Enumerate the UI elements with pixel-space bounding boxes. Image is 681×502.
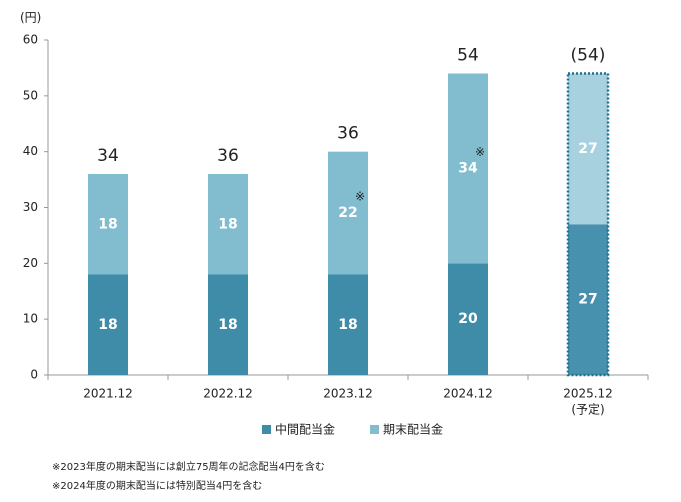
total-label: 54 bbox=[457, 46, 479, 66]
total-label: 36 bbox=[337, 124, 359, 144]
value-label: 18 bbox=[98, 317, 117, 333]
y-tick-label: 60 bbox=[23, 33, 38, 47]
y-tick-label: 30 bbox=[23, 200, 38, 214]
footnote: ※2023年度の期末配当には創立75周年の記念配当4円を含む bbox=[52, 460, 325, 473]
x-tick-label: 2025.12 bbox=[563, 387, 613, 401]
y-tick-label: 50 bbox=[23, 88, 38, 102]
value-mark: ※ bbox=[475, 145, 485, 159]
x-tick-label: 2021.12 bbox=[83, 387, 133, 401]
x-tick-sublabel: (予定) bbox=[571, 402, 604, 417]
bar-segment bbox=[208, 274, 248, 375]
bar-segment bbox=[328, 151, 368, 275]
bar-segment bbox=[568, 224, 608, 375]
legend-label: 中間配当金 bbox=[275, 422, 335, 437]
bar-segment bbox=[88, 274, 128, 375]
bar-segment bbox=[328, 274, 368, 375]
bar-segment bbox=[448, 73, 488, 264]
value-label: 18 bbox=[338, 317, 357, 333]
total-label: 34 bbox=[97, 146, 119, 166]
total-label: (54) bbox=[571, 46, 606, 66]
y-unit: (円) bbox=[20, 11, 41, 25]
y-tick-label: 20 bbox=[23, 256, 38, 270]
x-tick-label: 2022.12 bbox=[203, 387, 253, 401]
y-tick-label: 10 bbox=[23, 312, 38, 326]
value-label: 34 bbox=[458, 160, 478, 176]
footnote: ※2024年度の期末配当には特別配当4円を含む bbox=[52, 479, 262, 492]
legend-swatch bbox=[370, 425, 379, 434]
total-label: 36 bbox=[217, 146, 239, 166]
value-mark: ※ bbox=[355, 190, 365, 204]
x-tick-label: 2023.12 bbox=[323, 387, 373, 401]
x-tick-label: 2024.12 bbox=[443, 387, 493, 401]
bar-segment bbox=[568, 73, 608, 225]
legend-swatch bbox=[262, 425, 271, 434]
bar-segment bbox=[88, 174, 128, 275]
value-label: 18 bbox=[218, 216, 237, 232]
bar-segment bbox=[448, 263, 488, 375]
value-label: 20 bbox=[458, 311, 478, 327]
y-tick-label: 0 bbox=[30, 368, 38, 382]
value-label: 18 bbox=[218, 317, 237, 333]
value-label: 18 bbox=[98, 216, 117, 232]
value-label: 22 bbox=[338, 205, 357, 221]
forecast-outline bbox=[566, 72, 610, 377]
value-label: 27 bbox=[578, 292, 597, 308]
value-label: 27 bbox=[578, 141, 597, 157]
y-tick-label: 40 bbox=[23, 144, 38, 158]
legend-label: 期末配当金 bbox=[383, 422, 443, 437]
bar-segment bbox=[208, 174, 248, 275]
